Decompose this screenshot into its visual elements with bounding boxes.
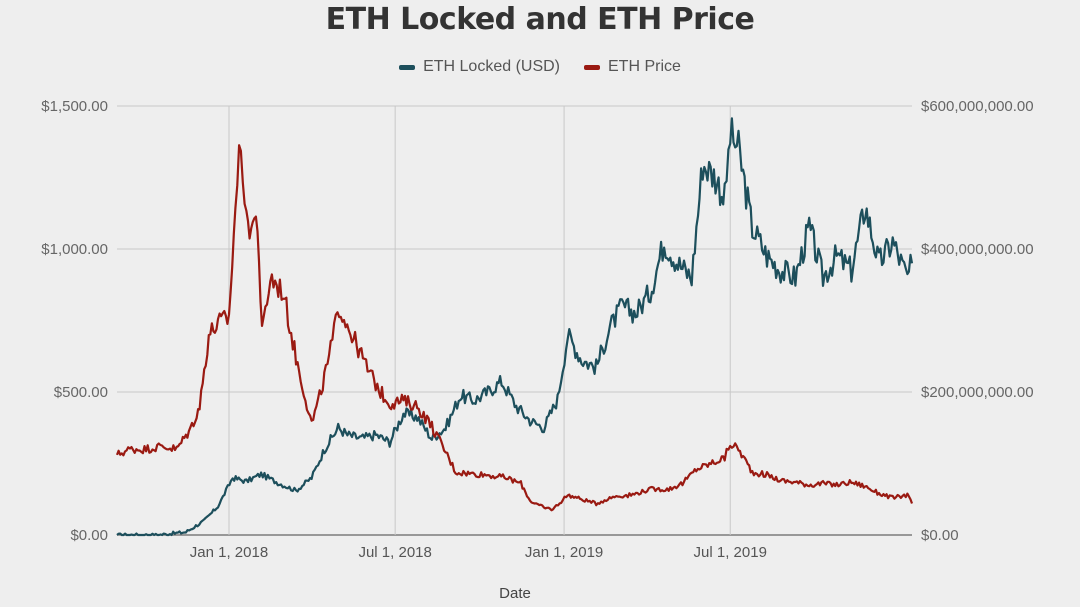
- series-line-eth-price[interactable]: [115, 144, 914, 512]
- y-left-tick-label: $1,500.00: [41, 98, 108, 115]
- x-tick-label: Jan 1, 2018: [190, 544, 268, 561]
- x-tick-label: Jul 1, 2019: [694, 544, 767, 561]
- legend-swatch-eth-price: [584, 64, 600, 70]
- x-tick-label: Jul 1, 2018: [358, 544, 431, 561]
- y-left-tick-label: $0.00: [70, 527, 108, 544]
- legend-swatch-eth-locked: [399, 64, 416, 70]
- y-right-tick-label: $200,000,000.00: [921, 384, 1034, 401]
- legend-item-eth-locked[interactable]: ETH Locked (USD): [399, 58, 560, 76]
- x-axis-title: Date: [499, 585, 531, 602]
- series-line-eth-locked[interactable]: [116, 117, 914, 537]
- y-right-tick-label: $400,000,000.00: [921, 241, 1034, 258]
- y-left-tick-label: $500.00: [54, 384, 108, 401]
- chart-legend: ETH Locked (USD) ETH Price: [0, 58, 1080, 76]
- y-right-tick-label: $600,000,000.00: [921, 98, 1034, 115]
- y-left-tick-label: $1,000.00: [41, 241, 108, 258]
- x-tick-label: Jan 1, 2019: [525, 544, 603, 561]
- legend-label-eth-price: ETH Price: [608, 58, 681, 75]
- legend-item-eth-price[interactable]: ETH Price: [584, 58, 681, 76]
- chart-title: ETH Locked and ETH Price: [325, 2, 755, 37]
- legend-label-eth-locked: ETH Locked (USD): [423, 58, 560, 75]
- y-right-tick-label: $0.00: [921, 527, 959, 544]
